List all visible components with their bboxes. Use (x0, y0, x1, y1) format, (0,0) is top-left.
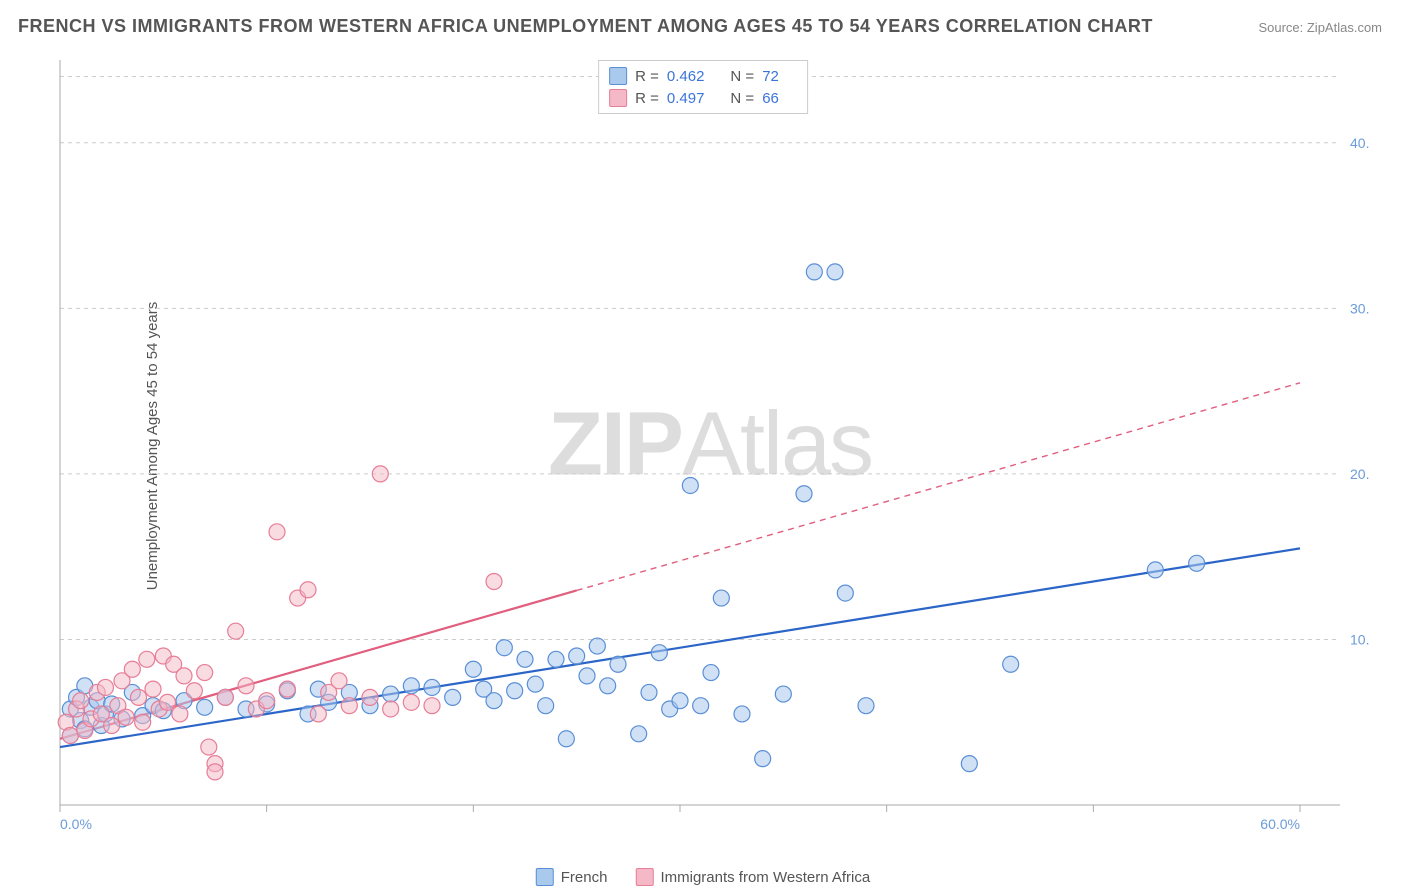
source-attribution: Source: ZipAtlas.com (1258, 20, 1382, 35)
r-label: R = (635, 90, 659, 107)
scatter-plot: 0.0% 60.0% 10.0% 20.0% 30.0% 40.0% (50, 55, 1370, 845)
legend-row-french: R = 0.462 N = 72 (609, 65, 797, 87)
correlation-legend: R = 0.462 N = 72 R = 0.497 N = 66 (598, 60, 808, 114)
swatch-immigrants (609, 89, 627, 107)
legend-label-french: French (561, 869, 608, 886)
svg-text:40.0%: 40.0% (1350, 135, 1370, 151)
r-label: R = (635, 68, 659, 85)
chart-area: ZIPAtlas 0.0%60.0%10.0%20.0%30.0%40.0% (50, 55, 1370, 845)
legend-item-french: French (536, 868, 608, 886)
svg-text:60.0%: 60.0% (1260, 816, 1300, 832)
svg-text:10.0%: 10.0% (1350, 631, 1370, 647)
n-value-immigrants: 66 (762, 90, 779, 107)
n-value-french: 72 (762, 68, 779, 85)
svg-text:30.0%: 30.0% (1350, 300, 1370, 316)
swatch-immigrants-bottom (635, 868, 653, 886)
n-label: N = (730, 68, 754, 85)
legend-label-immigrants: Immigrants from Western Africa (660, 869, 870, 886)
svg-text:20.0%: 20.0% (1350, 466, 1370, 482)
n-label: N = (730, 90, 754, 107)
legend-row-immigrants: R = 0.497 N = 66 (609, 87, 797, 109)
swatch-french-bottom (536, 868, 554, 886)
swatch-french (609, 67, 627, 85)
chart-title: FRENCH VS IMMIGRANTS FROM WESTERN AFRICA… (18, 16, 1153, 37)
r-value-immigrants: 0.497 (667, 90, 705, 107)
r-value-french: 0.462 (667, 68, 705, 85)
svg-text:0.0%: 0.0% (60, 816, 92, 832)
legend-item-immigrants: Immigrants from Western Africa (635, 868, 870, 886)
series-legend: French Immigrants from Western Africa (536, 868, 870, 886)
